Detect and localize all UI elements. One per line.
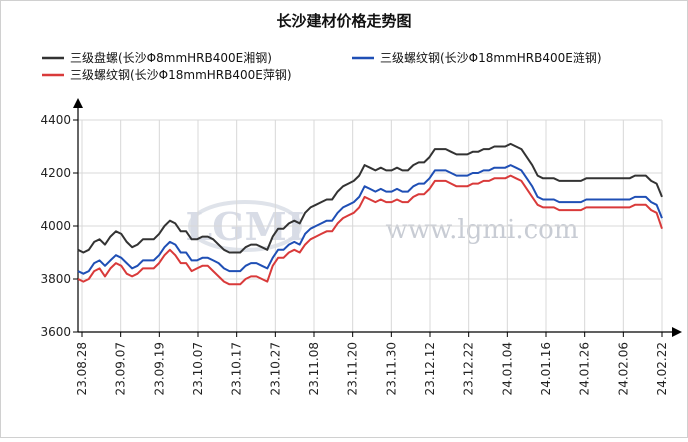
y-tick-label: 3600: [40, 325, 71, 339]
series-line-3: [77, 174, 663, 286]
x-axis-arrow: [672, 327, 682, 337]
watermark-site: www.lgmi.com: [385, 215, 578, 245]
x-tick-label: 24.01.26: [578, 342, 592, 395]
y-tick-label: 4400: [40, 113, 71, 127]
x-tick-label: 24.02.22: [655, 342, 669, 395]
grid-lines: [78, 119, 663, 332]
x-tick-label: 23.09.19: [152, 342, 166, 395]
x-tick-label: 23.10.07: [191, 342, 205, 395]
x-tick-label: 23.12.22: [462, 342, 476, 395]
legend: 三级盘螺(长沙Φ8mmHRB400E湘钢) 三级螺纹钢(长沙Φ18mmHRB40…: [42, 50, 602, 82]
x-tick-label: 24.02.06: [616, 342, 630, 395]
x-tick-label: 23.10.27: [268, 342, 282, 395]
series-lines: [77, 142, 663, 286]
chart-title: 长沙建材价格走势图: [276, 12, 411, 30]
series-line-2: [77, 164, 663, 275]
x-tick-label: 23.11.30: [384, 342, 398, 395]
legend-label-series-2: 三级螺纹钢(长沙Φ18mmHRB400E涟钢): [380, 50, 602, 65]
x-tick-label: 24.01.04: [500, 342, 514, 395]
x-tick-label: 23.12.12: [423, 342, 437, 395]
y-tick-labels: 3600 3800 4000 4200 4400: [40, 113, 71, 339]
x-tick-labels: 23.08.28 23.09.07 23.09.19 23.10.07 23.10.17…: [75, 342, 669, 395]
y-tick-label: 4000: [40, 219, 71, 233]
y-tick-label: 4200: [40, 166, 71, 180]
axes: [73, 98, 682, 337]
legend-label-series-1: 三级盘螺(长沙Φ8mmHRB400E湘钢): [70, 50, 272, 65]
x-tick-label: 23.08.28: [75, 342, 89, 395]
x-tick-label: 23.11.20: [346, 342, 360, 395]
legend-label-series-3: 三级螺纹钢(长沙Φ18mmHRB400E萍钢): [70, 68, 292, 82]
y-axis-arrow: [73, 98, 83, 108]
x-tick-label: 24.01.16: [539, 342, 553, 395]
x-tick-label: 23.10.17: [230, 342, 244, 395]
x-tick-label: 23.09.07: [114, 342, 128, 395]
y-tick-label: 3800: [40, 272, 71, 286]
x-tick-label: 23.11.08: [307, 342, 321, 395]
series-line-1: [77, 142, 663, 254]
